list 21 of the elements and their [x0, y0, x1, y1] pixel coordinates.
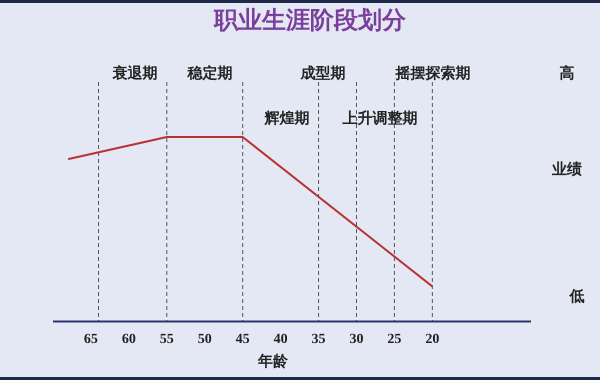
- x-tick-label: 20: [425, 332, 440, 347]
- x-axis-title: 年龄: [257, 353, 289, 370]
- chart-title: 职业生涯阶段划分: [213, 7, 407, 34]
- text: 低: [568, 288, 584, 305]
- text: 衰退期: [112, 64, 158, 82]
- x-tick-label: 45: [236, 332, 250, 347]
- x-tick-label: 30: [349, 332, 364, 347]
- x-tick-label: 60: [122, 332, 136, 347]
- x-tick-label: 55: [160, 332, 174, 347]
- text: 辉煌期: [264, 110, 310, 127]
- y-axis-title: 业绩: [551, 161, 582, 178]
- text: 上升调整期: [342, 110, 418, 127]
- x-tick-label: 65: [84, 332, 98, 347]
- x-tick-label: 50: [198, 332, 212, 347]
- x-tick-label: 40: [274, 332, 288, 347]
- text: 摇摆探索期: [394, 65, 470, 82]
- text: 成型期: [300, 65, 346, 82]
- text: 稳定期: [186, 64, 232, 82]
- x-tick-label: 25: [387, 332, 402, 347]
- x-tick-label: 35: [312, 332, 326, 347]
- text: 高: [560, 64, 574, 82]
